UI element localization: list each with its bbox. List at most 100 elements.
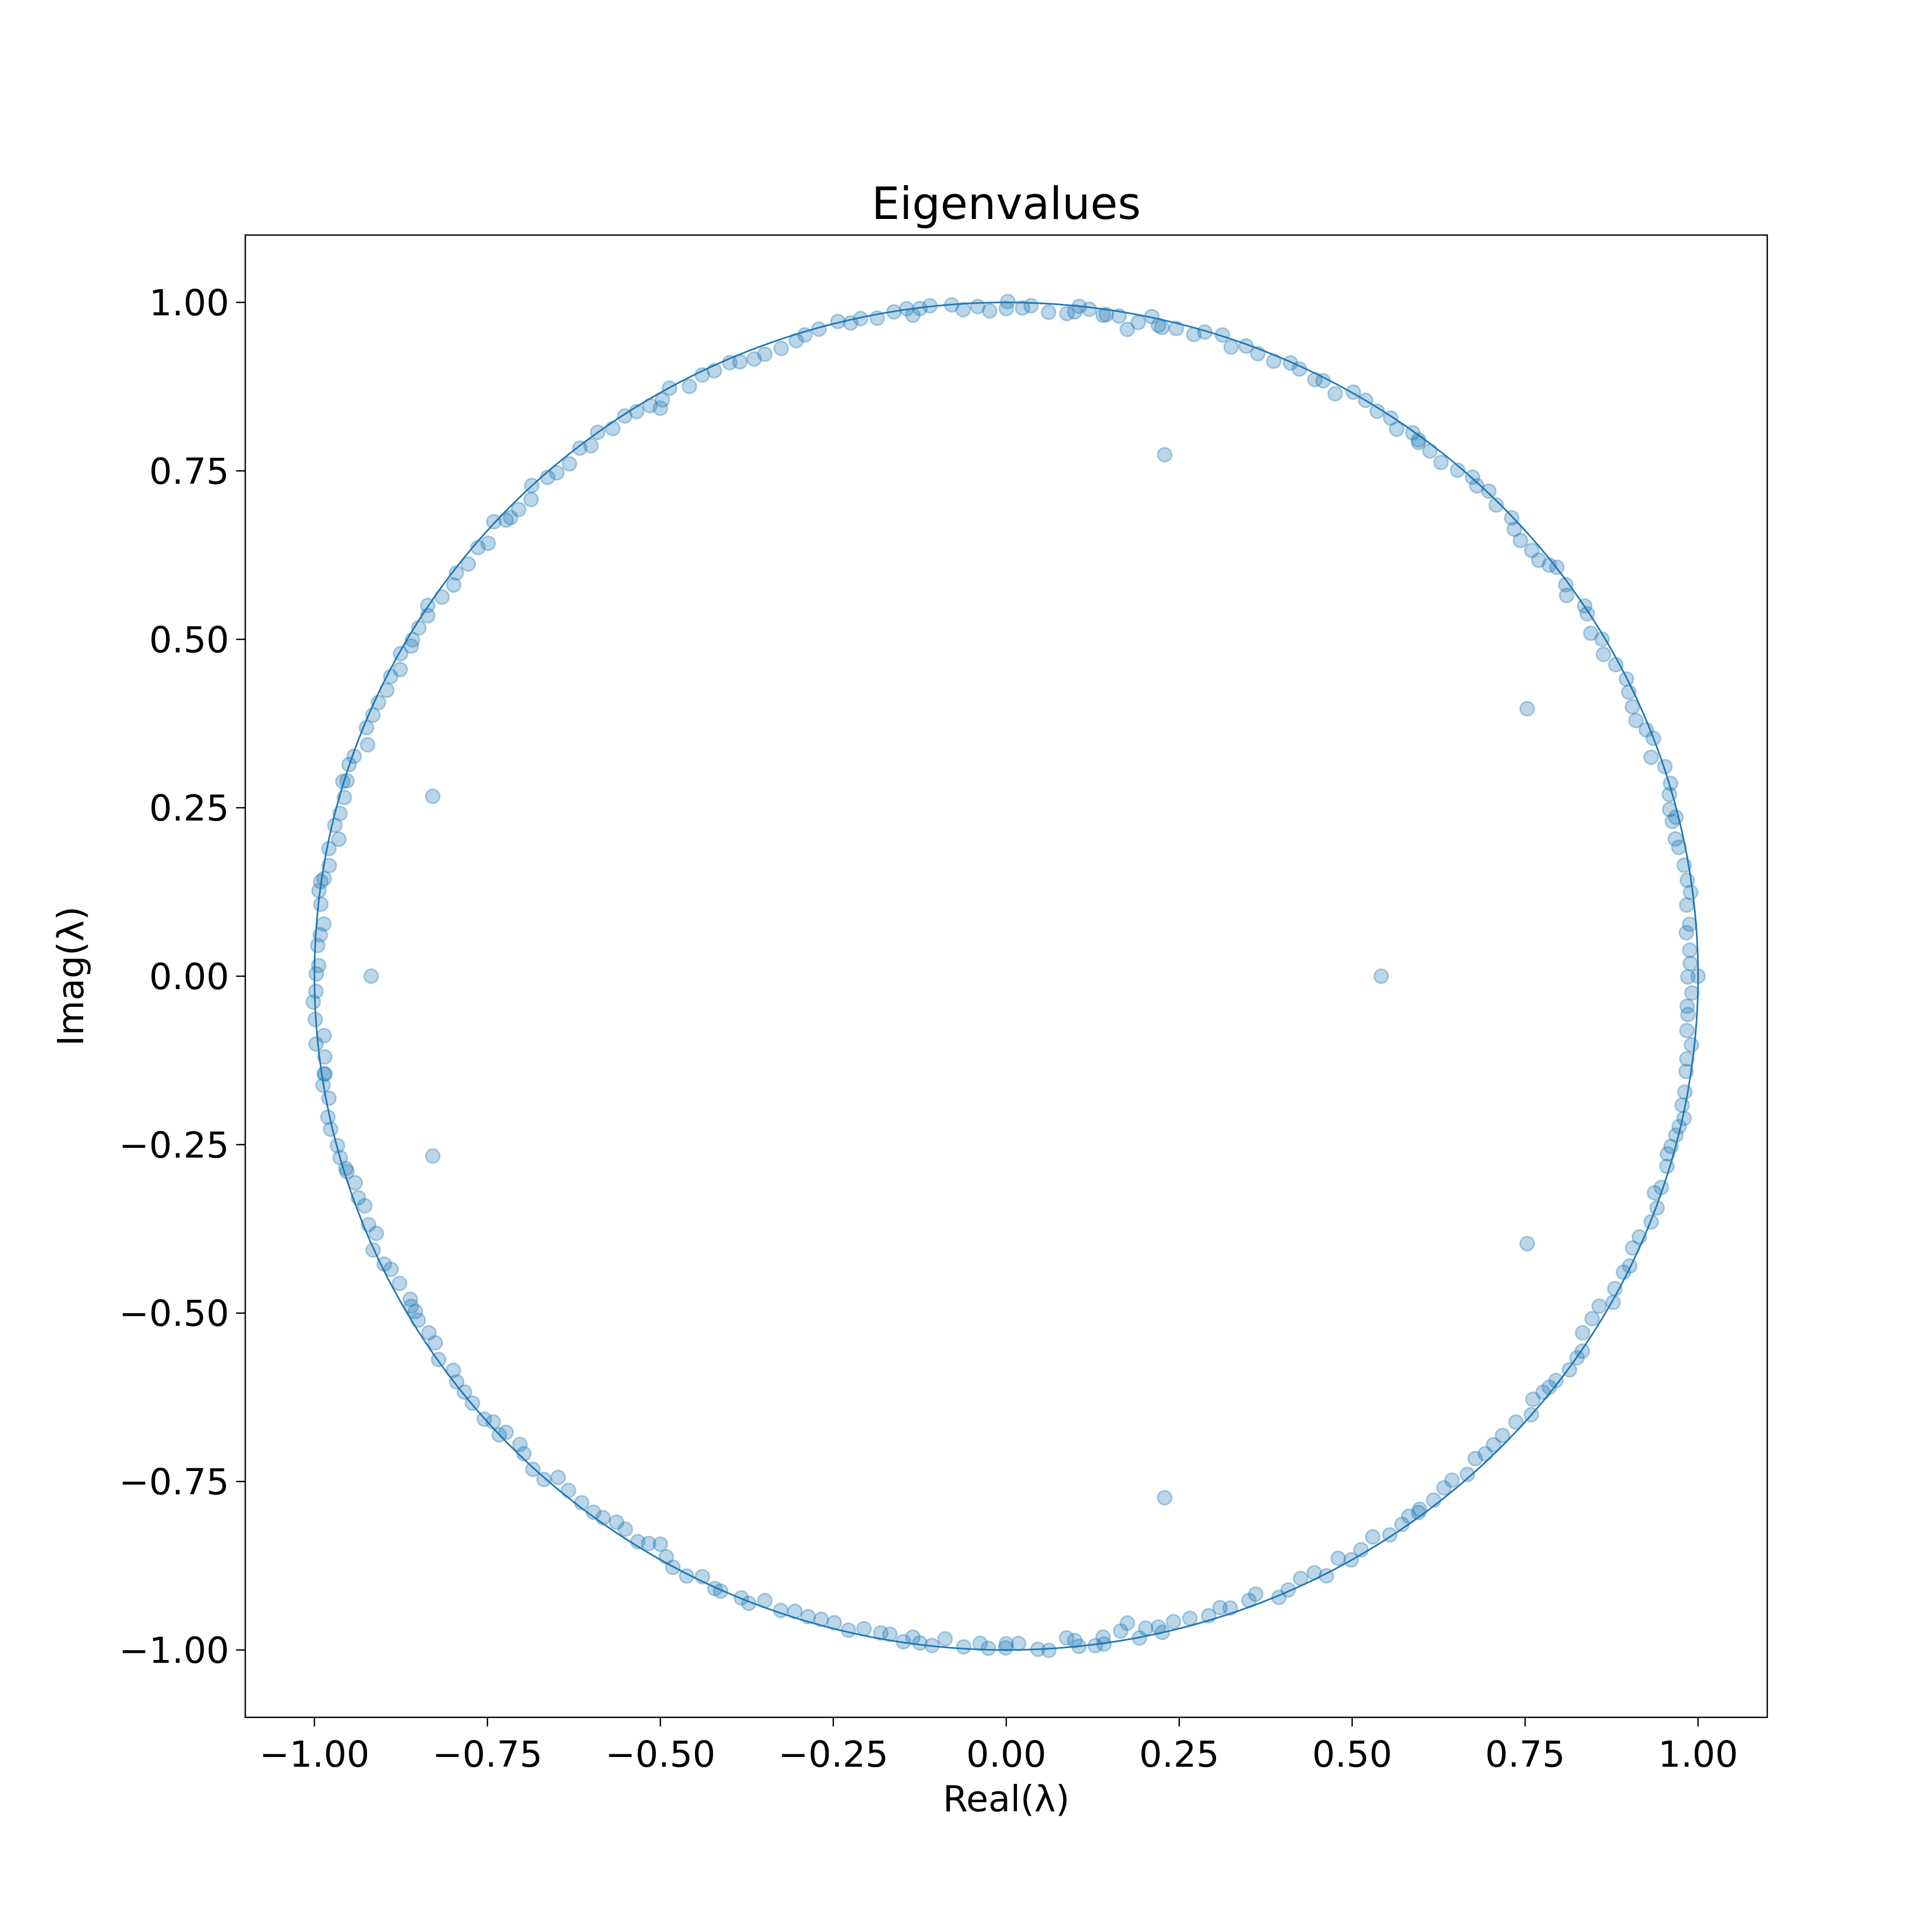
eigenvalue-point bbox=[1166, 1614, 1182, 1630]
eigenvalue-point bbox=[464, 1395, 480, 1411]
eigenvalue-point bbox=[1411, 1501, 1428, 1517]
eigenvalue-point bbox=[1504, 510, 1520, 526]
eigenvalue-point bbox=[411, 620, 427, 636]
eigenvalue-point bbox=[1098, 306, 1114, 323]
y-tick-label: −0.50 bbox=[119, 1293, 229, 1335]
eigenvalue-point bbox=[486, 514, 502, 530]
plot-area bbox=[305, 294, 1706, 1658]
eigenvalue-point bbox=[943, 297, 960, 313]
eigenvalue-point bbox=[1306, 1565, 1322, 1581]
eigenvalue-point bbox=[609, 1514, 625, 1530]
eigenvalue-point bbox=[539, 469, 555, 485]
eigenvalue-point bbox=[1531, 552, 1547, 568]
eigenvalue-point bbox=[826, 1615, 843, 1631]
eigenvalue-point bbox=[421, 1325, 437, 1341]
eigenvalue-point bbox=[523, 492, 539, 508]
eigenvalue-point bbox=[1569, 1350, 1585, 1366]
unit-circle-line bbox=[313, 302, 1699, 1651]
x-tick-label: 0.75 bbox=[1485, 1733, 1565, 1775]
eigenvalue-point bbox=[1113, 1623, 1129, 1639]
eigenvalue-point bbox=[480, 535, 496, 551]
eigenvalue-point bbox=[1682, 955, 1699, 971]
eigenvalue-point bbox=[630, 1534, 646, 1550]
eigenvalue-point bbox=[305, 994, 321, 1010]
eigenvalue-point bbox=[1041, 1642, 1057, 1658]
eigenvalue-point bbox=[357, 1198, 373, 1214]
x-tick-label: −1.00 bbox=[259, 1733, 369, 1775]
eigenvalue-point bbox=[1519, 1235, 1535, 1252]
eigenvalue-point bbox=[1081, 301, 1097, 317]
eigenvalue-point bbox=[1646, 1185, 1663, 1201]
eigenvalue-point bbox=[512, 1437, 528, 1453]
eigenvalue-point bbox=[1410, 1504, 1426, 1520]
eigenvalue-point bbox=[317, 1066, 333, 1082]
eigenvalue-point bbox=[1663, 775, 1679, 792]
eigenvalue-point bbox=[321, 840, 337, 857]
eigenvalue-point bbox=[307, 1012, 323, 1028]
eigenvalue-point bbox=[383, 1261, 399, 1277]
eigenvalue-point bbox=[574, 1495, 590, 1511]
eigenvalue-point bbox=[982, 303, 998, 319]
eigenvalue-point bbox=[311, 957, 327, 974]
eigenvalue-point bbox=[853, 311, 869, 327]
eigenvalue-point bbox=[1557, 577, 1574, 593]
eigenvalue-point bbox=[1682, 916, 1698, 932]
eigenvalue-point bbox=[813, 1611, 829, 1627]
eigenvalue-point bbox=[1594, 631, 1610, 647]
eigenvalue-point bbox=[1154, 319, 1170, 335]
eigenvalue-point bbox=[1680, 969, 1696, 985]
eigenvalue-point bbox=[1631, 1229, 1648, 1245]
eigenvalue-point bbox=[1574, 1343, 1590, 1359]
eigenvalue-point bbox=[1000, 294, 1016, 310]
eigenvalue-point bbox=[1583, 625, 1599, 641]
eigenvalue-point bbox=[1330, 1550, 1346, 1567]
eigenvalue-point bbox=[402, 1291, 418, 1307]
eigenvalue-point bbox=[998, 1636, 1014, 1652]
eigenvalue-point bbox=[1214, 327, 1231, 343]
eigenvalue-point bbox=[1679, 998, 1695, 1014]
eigenvalue-point bbox=[1645, 730, 1662, 747]
eigenvalue-point bbox=[339, 1163, 355, 1180]
eigenvalue-point bbox=[1059, 305, 1075, 321]
eigenvalue-point bbox=[595, 1510, 611, 1526]
eigenvalue-point bbox=[1679, 872, 1695, 888]
eigenvalue-point bbox=[1677, 1084, 1693, 1100]
eigenvalue-point bbox=[350, 1190, 367, 1206]
eigenvalue-point bbox=[1622, 1258, 1638, 1274]
eigenvalue-point bbox=[746, 351, 762, 367]
eigenvalue-point bbox=[1605, 1294, 1621, 1311]
eigenvalue-point bbox=[1151, 317, 1167, 333]
eigenvalue-point bbox=[561, 456, 577, 472]
eigenvalue-point bbox=[641, 1535, 657, 1552]
eigenvalue-point bbox=[1662, 786, 1678, 802]
eigenvalue-point bbox=[1519, 701, 1535, 717]
eigenvalue-point bbox=[1067, 304, 1083, 320]
x-tick-label: −0.50 bbox=[605, 1733, 715, 1775]
eigenvalue-point bbox=[1212, 1600, 1228, 1616]
eigenvalue-point bbox=[316, 1028, 332, 1044]
y-tick-label: −0.25 bbox=[119, 1124, 229, 1166]
eigenvalue-point bbox=[924, 1637, 940, 1653]
x-axis: −1.00 −0.75 −0.50 −0.25 0.00 0.25 0.50 0.75 1.00 bbox=[259, 1717, 1738, 1775]
eigenvalue-point bbox=[980, 1640, 997, 1656]
eigenvalue-point bbox=[1382, 1527, 1398, 1543]
eigenvalue-point bbox=[1615, 1264, 1631, 1280]
eigenvalue-point bbox=[363, 968, 379, 984]
eigenvalue-point bbox=[707, 1580, 723, 1597]
eigenvalue-point bbox=[1223, 339, 1239, 355]
eigenvalue-point bbox=[1643, 749, 1659, 765]
eigenvalue-point bbox=[1680, 1007, 1696, 1023]
eigenvalue-point bbox=[955, 302, 971, 318]
eigenvalue-point bbox=[1067, 1633, 1083, 1649]
eigenvalue-point bbox=[1250, 346, 1266, 362]
eigenvalue-point bbox=[407, 1304, 423, 1320]
eigenvalue-point bbox=[1621, 684, 1637, 700]
eigenvalue-point bbox=[308, 983, 324, 999]
eigenvalue-point bbox=[1643, 1214, 1659, 1230]
eigenvalue-point bbox=[1477, 1446, 1494, 1462]
eigenvalue-point bbox=[1608, 657, 1624, 673]
y-tick-label: 0.25 bbox=[149, 787, 229, 829]
eigenvalue-point bbox=[1157, 1490, 1173, 1506]
eigenvalue-point bbox=[323, 1121, 339, 1137]
